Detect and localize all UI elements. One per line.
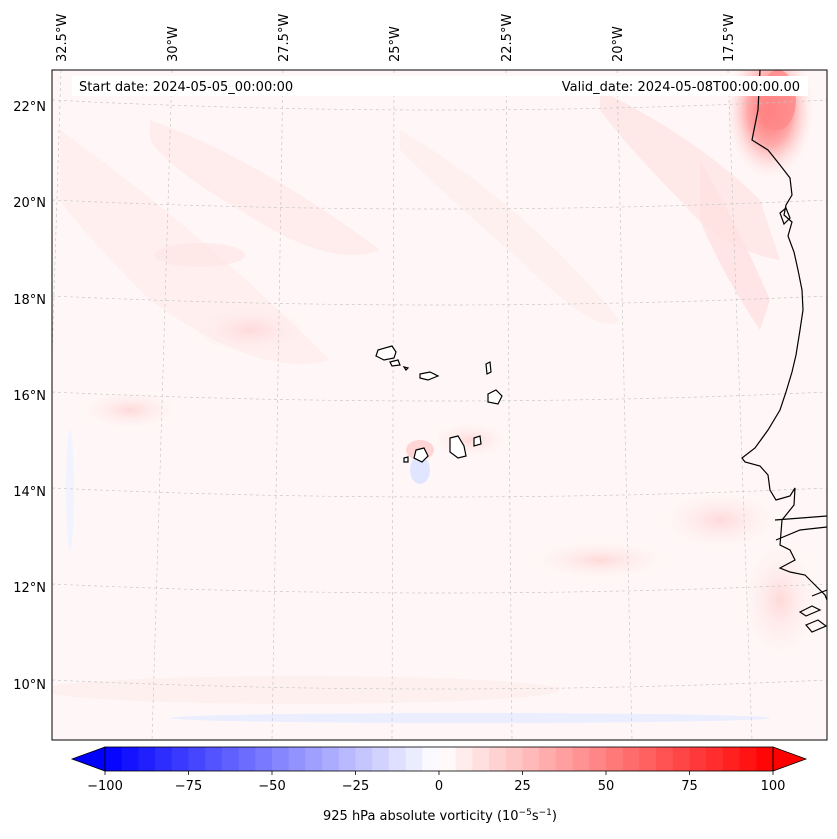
africa-coastline <box>741 70 827 601</box>
colorbar-tick-label: 25 <box>514 779 531 794</box>
colorbar-segment <box>455 747 473 771</box>
colorbar-segment <box>405 747 423 771</box>
colorbar-segment <box>372 747 390 771</box>
island-brava <box>403 456 409 463</box>
colorbar-segment <box>171 747 189 771</box>
lat-label: 10°N <box>13 678 46 693</box>
colorbar-segment <box>589 747 607 771</box>
lon-label: 32.5°W <box>55 14 70 62</box>
colorbar-min-extend <box>70 746 106 772</box>
colorbar-ticks: −100 −75 −50 −25 0 25 50 75 100 <box>87 771 785 794</box>
colorbar-segment <box>439 747 457 771</box>
island-sal <box>485 361 492 375</box>
lon-label: 25°W <box>388 26 403 62</box>
colorbar-segment <box>489 747 507 771</box>
colorbar-tick-label: 0 <box>435 779 443 794</box>
colorbar-segment <box>606 747 624 771</box>
colorbar-segment <box>105 747 123 771</box>
lon-label: 17.5°W <box>722 14 737 62</box>
colorbar-segment <box>672 747 690 771</box>
header-box <box>72 76 808 96</box>
colorbar-tick-label: −100 <box>87 779 123 794</box>
latitude-labels: 22°N 20°N 18°N 16°N 14°N 12°N 10°N <box>13 100 46 693</box>
island-santiago <box>449 435 467 459</box>
lon-label: 20°W <box>611 26 626 62</box>
colorbar-segment <box>188 747 206 771</box>
lon-label: 22.5°W <box>500 14 515 62</box>
island-maio <box>473 435 482 447</box>
lat-label: 22°N <box>13 100 46 115</box>
lon-label: 30°W <box>166 26 181 62</box>
colorbar-segment <box>706 747 724 771</box>
colorbar-segment <box>338 747 356 771</box>
colorbar-tick-label: 100 <box>761 779 786 794</box>
lat-label: 12°N <box>13 581 46 596</box>
colorbar-segment <box>255 747 273 771</box>
start-date-label: Start date: 2024-05-05_00:00:00 <box>79 80 293 95</box>
colorbar-segment <box>121 747 139 771</box>
lat-label: 18°N <box>13 293 46 308</box>
gridlines <box>52 70 827 740</box>
colorbar-title: 925 hPa absolute vorticity (10−5s−1) <box>323 808 557 824</box>
colorbar-max-extend <box>772 746 808 772</box>
island-sao-vicente <box>389 359 401 367</box>
colorbar-segment <box>388 747 407 771</box>
colorbar-segment <box>689 747 707 771</box>
island-santa-luzia <box>402 366 410 371</box>
colorbar-segment <box>355 747 373 771</box>
coastline <box>741 70 827 633</box>
lat-label: 16°N <box>13 389 46 404</box>
colorbar-tick-label: 50 <box>598 779 615 794</box>
lat-label: 14°N <box>13 485 46 500</box>
longitude-labels: 32.5°W 30°W 27.5°W 25°W 22.5°W 20°W 17.5… <box>55 14 737 62</box>
colorbar-tick-label: −75 <box>175 779 202 794</box>
colorbar: −100 −75 −50 −25 0 25 50 75 100 925 hPa absolute… <box>70 746 808 824</box>
colorbar-tick-label: 75 <box>681 779 698 794</box>
colorbar-segment <box>572 747 590 771</box>
colorbar-tick-label: −50 <box>258 779 285 794</box>
colorbar-segment <box>205 747 223 771</box>
cape-verde-islands <box>375 345 503 463</box>
colorbar-segment <box>739 747 757 771</box>
colorbar-segment <box>155 747 173 771</box>
colorbar-segment <box>422 747 440 771</box>
colorbar-segment <box>138 747 156 771</box>
colorbar-segment <box>221 747 240 771</box>
colorbar-tick-label: −25 <box>342 779 369 794</box>
island-santo-antao <box>375 345 397 361</box>
colorbar-segment <box>622 747 640 771</box>
colorbar-segment <box>238 747 256 771</box>
colorbar-segment <box>539 747 557 771</box>
colorbar-segment <box>756 747 774 771</box>
colorbar-segment <box>272 747 290 771</box>
colorbar-segment <box>505 747 523 771</box>
lat-label: 20°N <box>13 196 46 211</box>
colorbar-segment <box>305 747 323 771</box>
colorbar-segment <box>656 747 674 771</box>
colorbar-segment <box>639 747 657 771</box>
map-panel: Start date: 2024-05-05_00:00:00 Valid_da… <box>51 69 828 741</box>
colorbar-segments <box>105 747 774 771</box>
colorbar-segment <box>555 747 574 771</box>
map-frame <box>51 69 828 741</box>
colorbar-segment <box>722 747 741 771</box>
island-boa-vista <box>487 389 503 405</box>
island-fogo <box>413 447 429 463</box>
lon-label: 27.5°W <box>277 14 292 62</box>
valid-date-label: Valid_date: 2024-05-08T00:00:00.00 <box>562 80 800 95</box>
colorbar-segment <box>288 747 306 771</box>
island-sao-nicolau <box>419 371 440 381</box>
colorbar-segment <box>522 747 540 771</box>
colorbar-segment <box>322 747 340 771</box>
colorbar-segment <box>472 747 490 771</box>
